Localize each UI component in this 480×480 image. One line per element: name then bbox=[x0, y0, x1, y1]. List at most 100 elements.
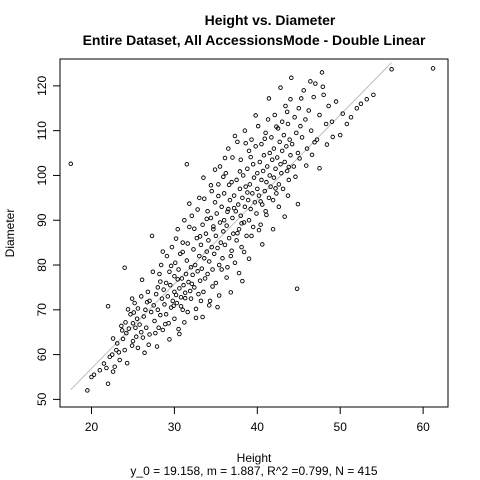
data-point bbox=[218, 240, 224, 245]
data-point bbox=[211, 226, 216, 232]
data-point bbox=[119, 328, 125, 333]
data-point bbox=[141, 314, 146, 319]
data-point bbox=[199, 266, 205, 271]
data-point bbox=[330, 134, 336, 140]
data-point bbox=[189, 213, 195, 219]
data-point bbox=[202, 256, 207, 261]
data-point bbox=[299, 96, 304, 101]
data-point bbox=[124, 330, 129, 336]
data-point bbox=[253, 113, 258, 118]
data-point bbox=[179, 276, 185, 281]
data-point bbox=[155, 285, 161, 290]
data-point bbox=[214, 211, 219, 216]
data-point bbox=[299, 135, 305, 140]
data-point bbox=[285, 121, 291, 127]
data-point bbox=[193, 306, 199, 312]
data-point bbox=[288, 97, 293, 102]
x-tick-label: 30 bbox=[168, 420, 182, 434]
data-point bbox=[176, 267, 181, 272]
data-point bbox=[116, 350, 122, 355]
x-tick-label: 40 bbox=[251, 420, 265, 434]
data-point bbox=[273, 166, 278, 171]
data-point bbox=[295, 201, 301, 207]
data-point bbox=[212, 167, 218, 172]
data-point bbox=[227, 197, 233, 203]
data-point bbox=[211, 251, 217, 257]
data-point bbox=[178, 303, 184, 309]
data-point bbox=[229, 248, 234, 253]
y-tick-label: 120 bbox=[35, 76, 49, 96]
data-point bbox=[270, 197, 276, 203]
data-point bbox=[276, 204, 282, 210]
data-point bbox=[261, 153, 267, 158]
data-point bbox=[221, 174, 226, 180]
data-point bbox=[167, 269, 172, 274]
data-point bbox=[249, 233, 254, 239]
data-point bbox=[154, 344, 160, 349]
data-point bbox=[312, 140, 317, 145]
data-point bbox=[271, 175, 277, 180]
data-point bbox=[308, 128, 314, 133]
data-point bbox=[170, 298, 176, 304]
data-point bbox=[168, 282, 173, 288]
data-point bbox=[221, 191, 227, 196]
data-point bbox=[187, 224, 192, 230]
data-point bbox=[190, 272, 195, 278]
data-point bbox=[139, 277, 145, 283]
data-point bbox=[263, 209, 268, 214]
data-point bbox=[247, 182, 253, 187]
data-point bbox=[254, 211, 259, 216]
data-point bbox=[264, 179, 269, 185]
data-point bbox=[89, 374, 94, 380]
data-point bbox=[242, 204, 248, 210]
data-point bbox=[182, 295, 188, 301]
data-point bbox=[266, 195, 272, 201]
data-point bbox=[213, 280, 219, 286]
data-point bbox=[216, 262, 222, 268]
data-point bbox=[160, 249, 166, 254]
data-point bbox=[185, 309, 190, 315]
data-point bbox=[430, 66, 436, 71]
data-point bbox=[131, 310, 137, 315]
data-point bbox=[155, 307, 161, 313]
data-point bbox=[204, 249, 209, 254]
data-point bbox=[230, 155, 235, 160]
data-point bbox=[246, 148, 252, 154]
data-point bbox=[241, 249, 247, 255]
data-point bbox=[161, 287, 166, 292]
data-point bbox=[308, 79, 313, 84]
data-point bbox=[182, 217, 187, 223]
data-point bbox=[284, 144, 289, 149]
data-points bbox=[68, 66, 436, 393]
data-point bbox=[202, 196, 207, 201]
data-point bbox=[245, 166, 250, 171]
data-point bbox=[216, 293, 222, 298]
data-point bbox=[337, 132, 343, 138]
data-point bbox=[240, 278, 245, 284]
data-point bbox=[112, 364, 117, 369]
data-point bbox=[85, 388, 90, 393]
data-point bbox=[149, 233, 155, 239]
y-tick-label: 60 bbox=[35, 348, 49, 362]
data-point bbox=[244, 233, 249, 239]
data-point bbox=[250, 224, 256, 230]
data-point bbox=[225, 209, 230, 214]
data-point bbox=[169, 244, 175, 250]
data-point bbox=[245, 190, 250, 195]
data-point bbox=[212, 200, 218, 205]
chart-title: Height vs. Diameter bbox=[205, 12, 336, 28]
data-point bbox=[91, 372, 97, 378]
data-point bbox=[321, 92, 326, 98]
data-point bbox=[272, 112, 277, 118]
data-point bbox=[114, 341, 120, 346]
data-point bbox=[283, 103, 288, 109]
data-point bbox=[252, 200, 258, 205]
data-point bbox=[238, 157, 243, 163]
data-point bbox=[245, 197, 251, 203]
data-point bbox=[153, 291, 159, 297]
data-point bbox=[173, 292, 179, 298]
data-point bbox=[340, 111, 345, 116]
data-point bbox=[276, 182, 282, 187]
data-point bbox=[358, 101, 364, 107]
data-point bbox=[260, 168, 266, 174]
